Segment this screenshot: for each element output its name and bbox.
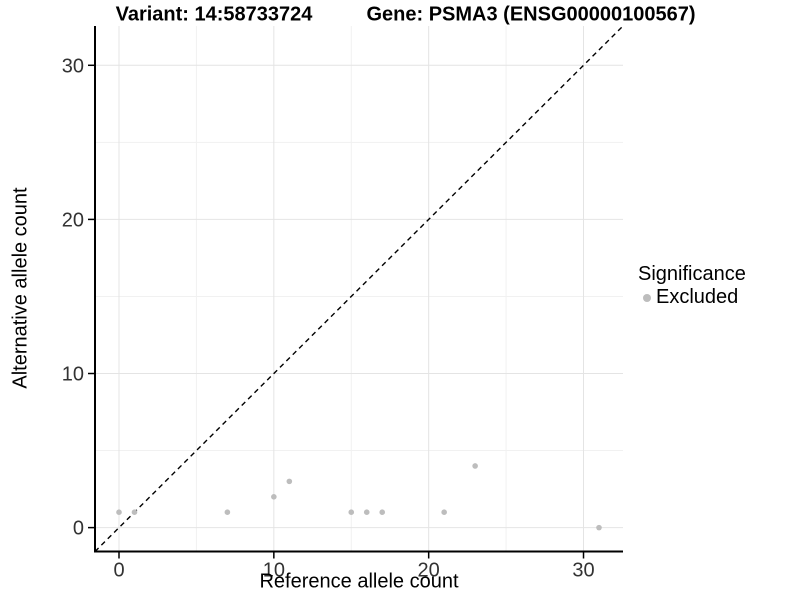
data-point — [441, 509, 447, 516]
y-axis-title: Alternative allele count — [9, 187, 32, 389]
identity-dashed-line — [94, 25, 624, 552]
data-point — [286, 478, 293, 485]
excluded-point-icon — [643, 293, 651, 302]
gene-title: Gene: PSMA3 (ENSG00000100567) — [366, 3, 696, 26]
data-point — [224, 509, 231, 516]
y-tick-label: 10 — [62, 364, 84, 386]
legend: Significance Excluded — [634, 263, 746, 309]
x-tick-label: 30 — [572, 560, 594, 582]
data-point — [363, 509, 370, 516]
variant-title: Variant: 14:58733724 — [115, 3, 313, 26]
x-tick-label: 20 — [418, 560, 440, 582]
data-point — [472, 463, 478, 469]
data-point — [596, 524, 602, 531]
y-tick-label: 0 — [73, 518, 84, 540]
data-point — [116, 509, 122, 516]
data-point — [348, 509, 355, 516]
x-tick-label: 10 — [263, 560, 285, 582]
y-tick-label: 30 — [62, 55, 84, 77]
x-tick-label: 0 — [113, 560, 124, 582]
y-tick-label: 20 — [62, 209, 84, 231]
x-axis-title: Reference allele count — [259, 570, 459, 593]
data-point — [131, 509, 138, 516]
legend-item-excluded: Excluded — [634, 286, 746, 309]
data-point — [271, 493, 277, 500]
legend-title: Significance — [638, 263, 746, 285]
legend-item-label: Excluded — [656, 286, 739, 308]
data-point — [379, 509, 386, 516]
